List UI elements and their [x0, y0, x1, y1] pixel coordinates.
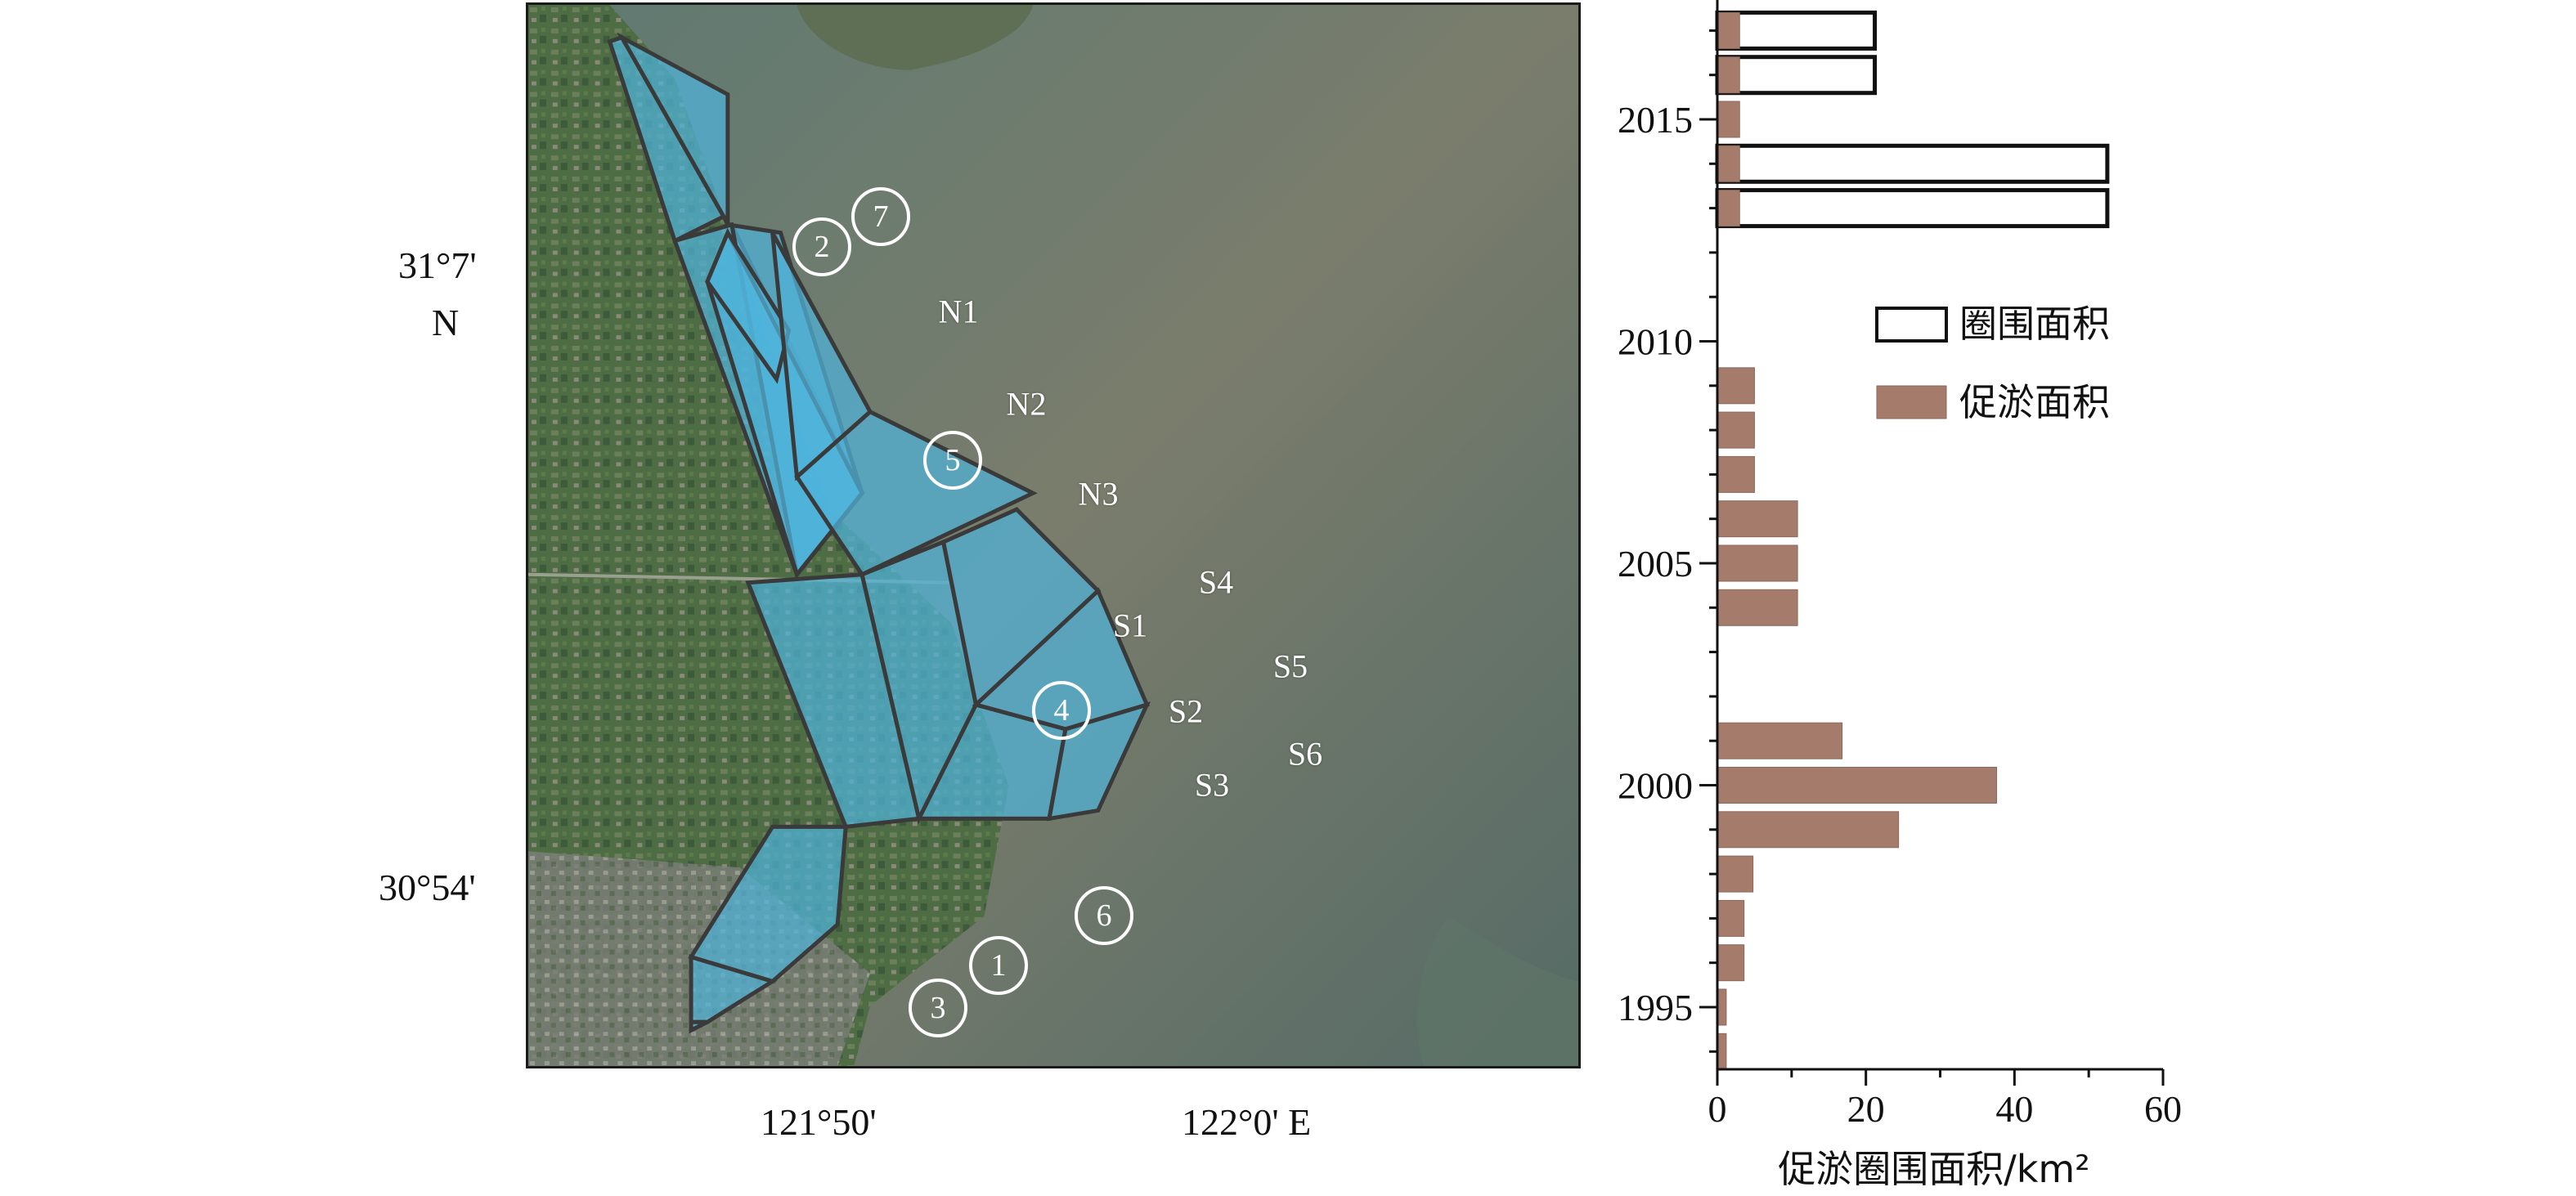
zone-n1-polygon [705, 228, 792, 384]
zone-3-polygon [689, 1019, 709, 1034]
bar-siltation-2004 [1717, 589, 1798, 626]
circled-label-5: 5 [923, 431, 982, 490]
x-axis-title: 促淤圈围面积/km² [1778, 1147, 2089, 1191]
bar-enclosure-2016 [1715, 55, 1878, 96]
zone-label-s1: S1 [1112, 607, 1148, 644]
bar-siltation-2009 [1717, 367, 1755, 405]
shoal [1416, 916, 1578, 1066]
zone-label-s5: S5 [1272, 647, 1308, 685]
reclamation-zones [607, 32, 1151, 1034]
circled-label-3: 3 [909, 979, 967, 1037]
bar-enclosure-2014 [1715, 143, 2110, 184]
bar-siltation-2015 [1717, 101, 1740, 138]
circled-label-4: 4 [1032, 681, 1091, 740]
satellite-map-panel [526, 2, 1581, 1068]
zone-6-polygon [688, 824, 848, 984]
bar-siltation-1999 [1717, 811, 1900, 849]
ticks-layer: 1995 2000 2005 2010 2015 0 20 40 60 [1618, 29, 2182, 1130]
y-tick-label-2015: 2015 [1618, 99, 1693, 141]
zone-label-n3: N3 [1078, 475, 1119, 513]
lat-label-30-54: 30°54' [379, 867, 476, 908]
legend-swatch-siltation [1876, 385, 1947, 419]
x-tick-label-40: 40 [1995, 1088, 2033, 1130]
zone-label-s6: S6 [1287, 735, 1323, 773]
circled-label-6: 6 [1075, 886, 1133, 945]
lon-label-122-0: 122°0' E [1182, 1101, 1312, 1143]
lat-label-31-7: 31°7' [398, 244, 477, 286]
bar-siltation-1997 [1717, 899, 1745, 937]
bar-siltation-1996 [1717, 944, 1745, 982]
bar-siltation-2006 [1717, 500, 1798, 538]
zone-n3-polygon [794, 409, 1038, 577]
x-tick-label-20: 20 [1847, 1088, 1885, 1130]
legend-label-siltation: 促淤面积 [1959, 380, 2110, 424]
bar-enclosure-2017 [1715, 10, 1878, 51]
bar-siltation-2005 [1717, 544, 1798, 582]
bar-chart: 1995 2000 2005 2010 2015 0 20 40 60 圈围面积 促淤面积 促淤… [1618, 0, 2182, 1191]
x-tick-label-60: 60 [2144, 1088, 2182, 1130]
bar-siltation-1998 [1717, 855, 1754, 893]
bar-siltation-1994 [1717, 1033, 1727, 1070]
bar-siltation-2014 [1717, 145, 1740, 182]
satellite-map-image [528, 5, 1578, 1066]
y-tick-label-2005: 2005 [1618, 543, 1693, 585]
circled-label-7: 7 [851, 187, 910, 246]
bar-siltation-2007 [1717, 455, 1755, 493]
zone-label-s2: S2 [1168, 692, 1204, 730]
x-tick-label-0: 0 [1708, 1088, 1727, 1130]
lon-label-121-50: 121°50' [761, 1101, 877, 1143]
lat-label-north: N [432, 302, 460, 343]
legend-label-enclosure: 圈围面积 [1959, 302, 2110, 346]
zone-label-s3: S3 [1194, 766, 1230, 804]
bars-layer [1715, 10, 2110, 1070]
y-tick-label-2000: 2000 [1618, 765, 1693, 807]
bar-enclosure-2013 [1715, 188, 2110, 229]
zone-label-s4: S4 [1198, 563, 1234, 601]
zone-label-n1: N1 [938, 293, 979, 330]
y-tick-label-2010: 2010 [1618, 321, 1693, 363]
circled-label-1: 1 [969, 936, 1028, 995]
bar-siltation-2016 [1717, 56, 1740, 94]
legend-swatch-enclosure [1875, 307, 1948, 343]
zone-label-n2: N2 [1006, 385, 1047, 423]
bar-siltation-1995 [1717, 988, 1727, 1026]
bar-siltation-2000 [1717, 767, 1998, 804]
chart-legend: 圈围面积 促淤面积 [1875, 302, 2110, 424]
island [797, 5, 1034, 70]
bar-siltation-2017 [1717, 11, 1740, 49]
bar-siltation-2008 [1717, 411, 1755, 449]
bar-siltation-2001 [1717, 722, 1843, 759]
bar-siltation-2013 [1717, 190, 1740, 227]
circled-label-2: 2 [792, 217, 851, 276]
y-tick-label-1995: 1995 [1618, 987, 1693, 1028]
